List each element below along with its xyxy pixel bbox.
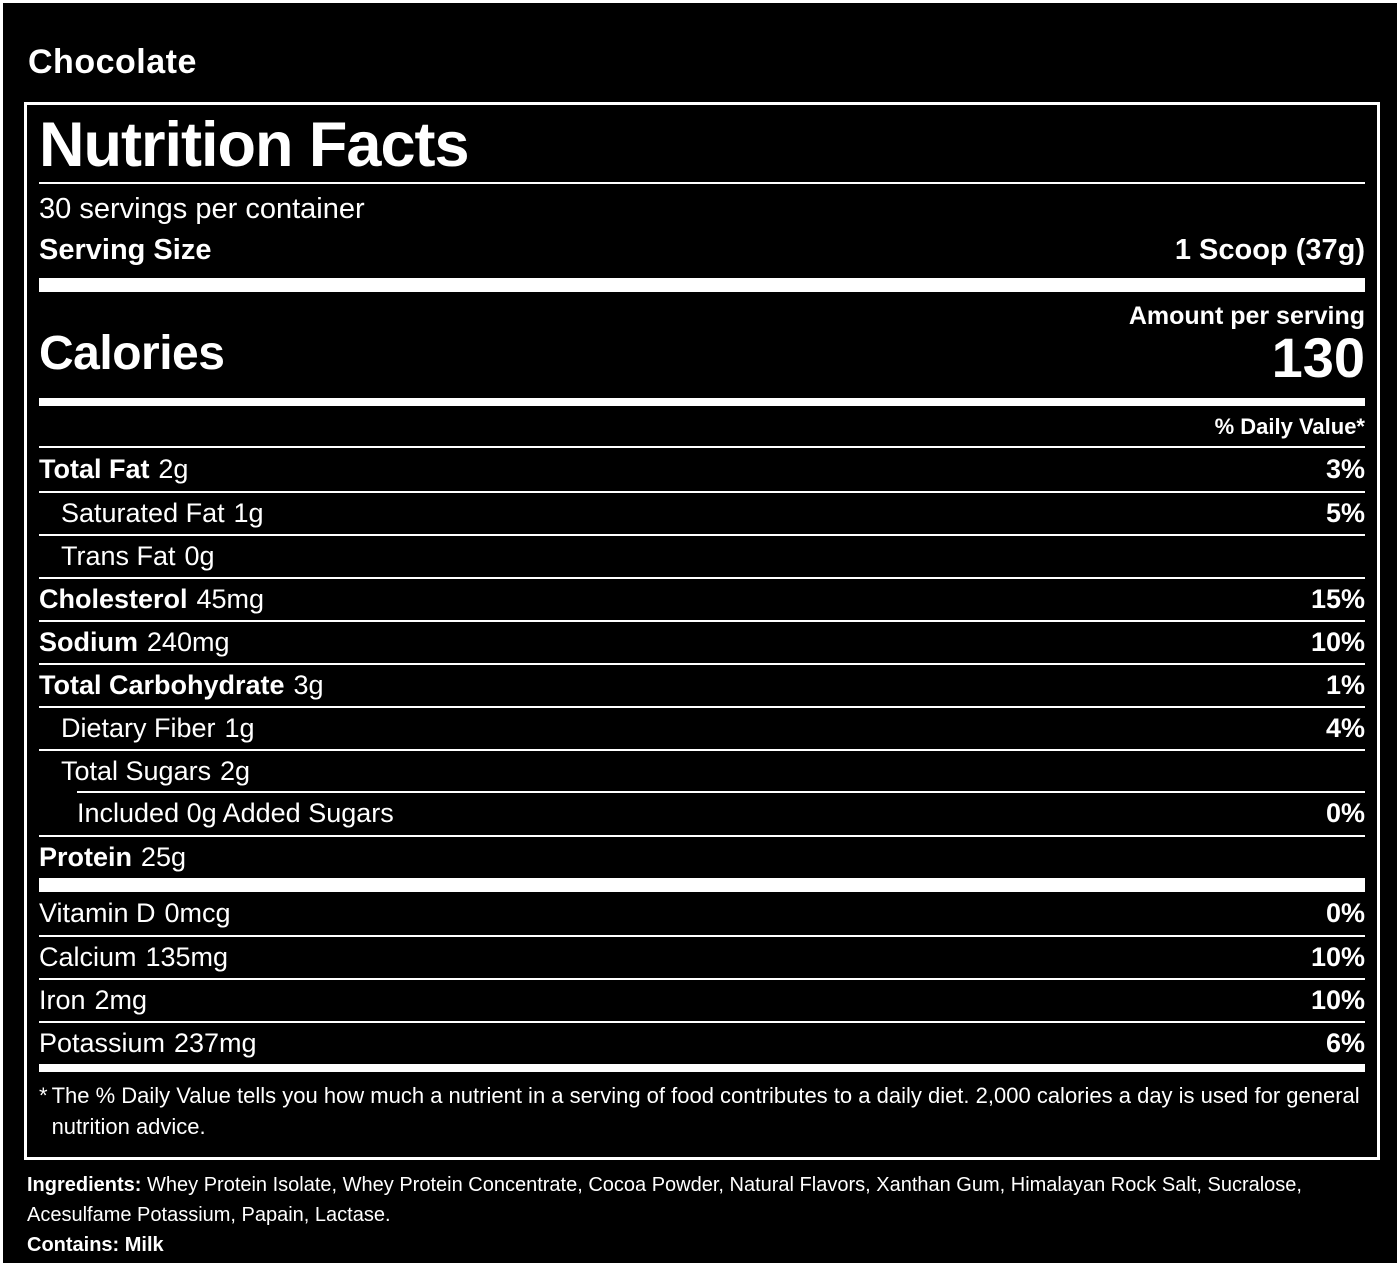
- micronutrient-amount: 237mg: [173, 1028, 257, 1059]
- calories-value: 130: [1271, 326, 1365, 390]
- nutrient-name: Saturated Fat: [61, 498, 225, 529]
- nutrient-dv: 10%: [1310, 627, 1365, 658]
- micronutrient-row-potassium: Potassium 237mg 6%: [39, 1021, 1365, 1064]
- nutrition-facts-box: Nutrition Facts 30 servings per containe…: [24, 102, 1380, 1160]
- nutrient-row-sodium: Sodium 240mg 10%: [39, 620, 1365, 663]
- nutrient-name: Dietary Fiber: [61, 713, 216, 744]
- spacer: [39, 384, 1365, 398]
- nutrient-amount: 1g: [224, 713, 255, 744]
- ingredients-line: Ingredients: Whey Protein Isolate, Whey …: [27, 1170, 1387, 1230]
- daily-value-footnote: * The % Daily Value tells you how much a…: [39, 1081, 1365, 1143]
- nutrient-row-total-sugars: Total Sugars 2g: [39, 749, 1365, 792]
- nutrient-row-protein: Protein 25g: [39, 835, 1365, 878]
- serving-size-label: Serving Size: [39, 234, 212, 267]
- ingredients-text: Whey Protein Isolate, Whey Protein Conce…: [27, 1174, 1302, 1226]
- nutrient-row-total-fat: Total Fat 2g 3%: [39, 448, 1365, 491]
- micronutrient-name: Iron: [39, 985, 86, 1016]
- nutrient-name: Trans Fat: [61, 541, 176, 572]
- separator-bar-thick-top: [39, 278, 1365, 293]
- footnote-asterisk: *: [39, 1083, 48, 1109]
- title-divider: [39, 182, 1365, 185]
- nutrient-row-added-sugars: Included 0g Added Sugars 0%: [39, 791, 1365, 835]
- micronutrient-amount: 135mg: [145, 942, 228, 973]
- nutrient-dv: 5%: [1325, 498, 1365, 529]
- nutrient-amount: 3g: [293, 670, 324, 701]
- nutrient-amount: 45mg: [196, 584, 264, 615]
- nutrient-dv: 4%: [1325, 713, 1365, 744]
- nutrient-row-cholesterol: Cholesterol 45mg 15%: [39, 577, 1365, 620]
- servings-per-container: 30 servings per container: [39, 193, 365, 226]
- micronutrient-rows: Vitamin D 0mcg 0% Calcium 135mg 10% Iron 2m…: [39, 892, 1365, 1064]
- nutrient-amount: 240mg: [146, 627, 230, 658]
- nutrient-amount: 2g: [158, 454, 189, 485]
- micronutrient-row-iron: Iron 2mg 10%: [39, 978, 1365, 1021]
- micronutrient-name: Vitamin D: [39, 898, 156, 929]
- nutrient-row-saturated-fat: Saturated Fat 1g 5%: [39, 491, 1365, 534]
- nutrient-name: Total Sugars: [61, 756, 212, 787]
- calories-block: Calories Amount per serving 130: [39, 302, 1365, 390]
- nutrient-dv: 1%: [1325, 670, 1365, 701]
- nutrient-dv: 0%: [1325, 798, 1365, 829]
- separator-bar-thick-protein: [39, 878, 1365, 893]
- micronutrient-dv: 6%: [1325, 1028, 1365, 1059]
- nutrient-amount: 25g: [140, 842, 186, 873]
- micronutrient-row-calcium: Calcium 135mg 10%: [39, 935, 1365, 978]
- nutrition-facts-title: Nutrition Facts: [39, 110, 470, 180]
- nutrient-dv: 15%: [1310, 584, 1365, 615]
- nutrient-amount: 1g: [233, 498, 264, 529]
- nutrient-name: Total Carbohydrate: [39, 670, 285, 701]
- micronutrient-row-vitamin-d: Vitamin D 0mcg 0%: [39, 892, 1365, 935]
- separator-bar-medium-footnote: [39, 1064, 1365, 1073]
- footnote-text: The % Daily Value tells you how much a n…: [51, 1083, 1360, 1140]
- nutrient-row-total-carbohydrate: Total Carbohydrate 3g 1%: [39, 663, 1365, 706]
- contains-line: Contains: Milk: [27, 1234, 164, 1256]
- nutrient-name: Sodium: [39, 627, 138, 658]
- nutrient-row-dietary-fiber: Dietary Fiber 1g 4%: [39, 706, 1365, 749]
- micronutrient-amount: 2mg: [94, 985, 147, 1016]
- nutrient-dv: 3%: [1325, 454, 1365, 485]
- micronutrient-name: Potassium: [39, 1028, 166, 1059]
- serving-size-value: 1 Scoop (37g): [1174, 234, 1365, 267]
- nutrient-amount: 2g: [220, 756, 251, 787]
- ingredients-block: Ingredients: Whey Protein Isolate, Whey …: [27, 1170, 1387, 1260]
- micronutrient-dv: 0%: [1325, 898, 1365, 929]
- calories-label: Calories: [39, 327, 225, 381]
- nutrient-name: Protein: [39, 842, 133, 873]
- nutrient-name: Total Fat: [39, 454, 150, 485]
- flavor-title: Chocolate: [28, 43, 197, 81]
- micronutrient-dv: 10%: [1310, 942, 1365, 973]
- micronutrient-name: Calcium: [39, 942, 137, 973]
- daily-value-header: % Daily Value*: [39, 406, 1365, 449]
- separator-bar-medium-calories: [39, 398, 1365, 407]
- nutrient-rows: Total Fat 2g 3% Saturated Fat 1g 5% Trans …: [39, 448, 1365, 878]
- micronutrient-dv: 10%: [1310, 985, 1365, 1016]
- serving-size-row: Serving Size 1 Scoop (37g): [39, 234, 1365, 267]
- nutrient-name: Included 0g Added Sugars: [77, 798, 394, 829]
- micronutrient-amount: 0mcg: [164, 898, 231, 929]
- ingredients-label: Ingredients:: [27, 1174, 142, 1196]
- nutrient-amount: 0g: [184, 541, 215, 572]
- nutrient-row-trans-fat: Trans Fat 0g: [39, 534, 1365, 577]
- nutrient-name: Cholesterol: [39, 584, 188, 615]
- amount-per-serving-label: Amount per serving: [1128, 302, 1365, 331]
